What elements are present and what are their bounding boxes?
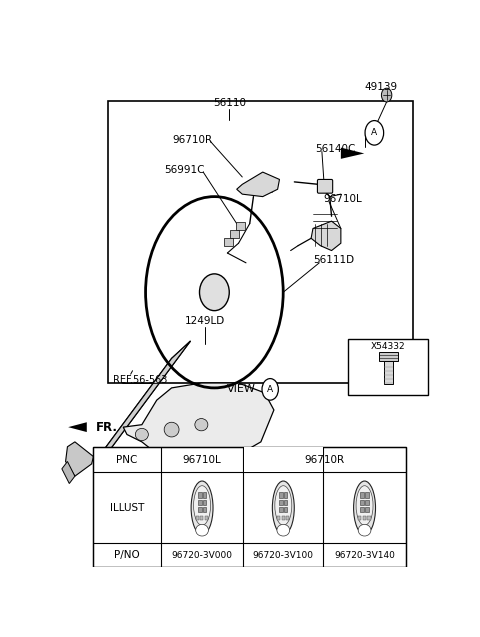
Bar (196, 516, 199, 520)
Text: A: A (267, 385, 273, 394)
Bar (365, 500, 369, 505)
Polygon shape (311, 221, 341, 250)
Text: X54332: X54332 (371, 341, 406, 351)
Bar (198, 500, 202, 505)
Ellipse shape (195, 419, 208, 431)
Bar (203, 492, 206, 497)
Bar (365, 507, 369, 513)
Text: PNC: PNC (116, 455, 138, 464)
Ellipse shape (200, 274, 229, 311)
Text: 56991C: 56991C (164, 164, 205, 175)
Bar (284, 500, 288, 505)
Ellipse shape (272, 481, 294, 534)
Text: 96710L: 96710L (183, 455, 221, 464)
Polygon shape (94, 341, 190, 464)
Bar (358, 516, 361, 520)
Ellipse shape (358, 524, 371, 536)
Text: REF.56-563: REF.56-563 (113, 375, 167, 385)
Bar (94, 447, 406, 567)
Bar (279, 500, 283, 505)
Text: 1249LD: 1249LD (185, 316, 225, 326)
Bar (279, 492, 283, 497)
Polygon shape (341, 148, 364, 159)
Bar (363, 516, 366, 520)
Text: A: A (371, 128, 377, 138)
Bar (244, 447, 323, 472)
Bar (224, 238, 233, 246)
Text: 49139: 49139 (364, 82, 397, 92)
Text: ILLUST: ILLUST (110, 503, 144, 513)
Text: 96710R: 96710R (305, 455, 345, 464)
Bar (367, 516, 371, 520)
Ellipse shape (193, 485, 211, 526)
Text: 56110: 56110 (213, 99, 246, 108)
FancyBboxPatch shape (317, 180, 333, 193)
Bar (198, 492, 202, 497)
Bar (200, 516, 204, 520)
Ellipse shape (356, 485, 373, 526)
Ellipse shape (135, 428, 148, 441)
Bar (205, 516, 208, 520)
Bar (379, 352, 397, 361)
Ellipse shape (164, 422, 179, 437)
Text: 56140C: 56140C (315, 144, 356, 154)
Text: 96720-3V000: 96720-3V000 (171, 550, 233, 560)
Text: 96720-3V140: 96720-3V140 (334, 550, 395, 560)
Polygon shape (68, 422, 87, 432)
Ellipse shape (354, 481, 375, 534)
Ellipse shape (277, 524, 289, 536)
Bar (277, 516, 280, 520)
Bar (198, 507, 202, 513)
Bar (236, 222, 245, 230)
Bar (203, 507, 206, 513)
Ellipse shape (196, 524, 208, 536)
Text: VIEW: VIEW (227, 384, 256, 394)
Bar (384, 361, 393, 385)
Text: FR.: FR. (96, 420, 118, 434)
Ellipse shape (275, 485, 292, 526)
Text: P/NO: P/NO (114, 550, 140, 560)
Text: 96710L: 96710L (324, 194, 362, 204)
Bar (360, 500, 364, 505)
Polygon shape (66, 442, 94, 476)
Polygon shape (237, 172, 279, 197)
Circle shape (382, 88, 392, 102)
Bar (360, 492, 364, 497)
Text: 96710R: 96710R (172, 135, 212, 145)
Bar (282, 516, 285, 520)
Circle shape (365, 120, 384, 145)
Bar (229, 231, 239, 238)
Bar (203, 500, 206, 505)
Bar (284, 492, 288, 497)
Bar (360, 507, 364, 513)
Bar (284, 507, 288, 513)
Ellipse shape (191, 481, 213, 534)
Bar (365, 492, 369, 497)
Bar (108, 101, 413, 383)
Text: 96720-3V100: 96720-3V100 (253, 550, 314, 560)
Bar (279, 507, 283, 513)
Bar (348, 339, 428, 395)
Text: 56111D: 56111D (313, 255, 354, 266)
Polygon shape (62, 461, 75, 483)
Circle shape (262, 378, 278, 400)
Polygon shape (123, 383, 274, 469)
Bar (286, 516, 289, 520)
